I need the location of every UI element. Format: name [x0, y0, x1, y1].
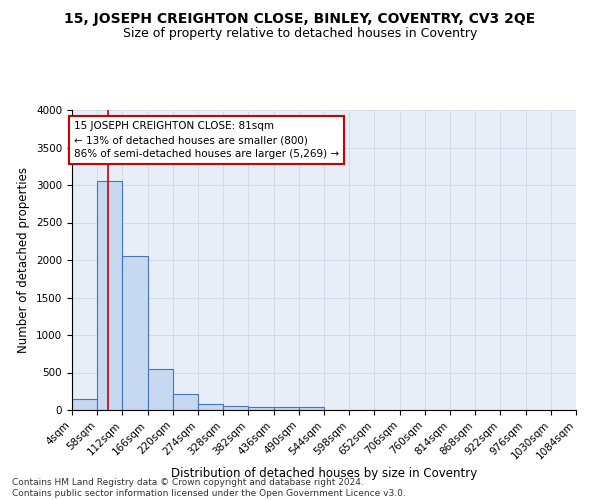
- Bar: [122, 256, 148, 410]
- Bar: [274, 406, 299, 410]
- Text: 15, JOSEPH CREIGHTON CLOSE, BINLEY, COVENTRY, CV3 2QE: 15, JOSEPH CREIGHTON CLOSE, BINLEY, COVE…: [64, 12, 536, 26]
- Bar: [198, 404, 223, 410]
- Bar: [223, 406, 248, 410]
- Bar: [173, 394, 198, 410]
- Bar: [248, 406, 274, 410]
- Bar: [299, 406, 324, 410]
- Y-axis label: Number of detached properties: Number of detached properties: [17, 167, 31, 353]
- Text: 15 JOSEPH CREIGHTON CLOSE: 81sqm
← 13% of detached houses are smaller (800)
86% : 15 JOSEPH CREIGHTON CLOSE: 81sqm ← 13% o…: [74, 121, 339, 159]
- Text: Contains HM Land Registry data © Crown copyright and database right 2024.
Contai: Contains HM Land Registry data © Crown c…: [12, 478, 406, 498]
- X-axis label: Distribution of detached houses by size in Coventry: Distribution of detached houses by size …: [171, 466, 477, 479]
- Bar: [148, 369, 173, 410]
- Bar: [72, 399, 97, 410]
- Text: Size of property relative to detached houses in Coventry: Size of property relative to detached ho…: [123, 28, 477, 40]
- Bar: [97, 181, 122, 410]
